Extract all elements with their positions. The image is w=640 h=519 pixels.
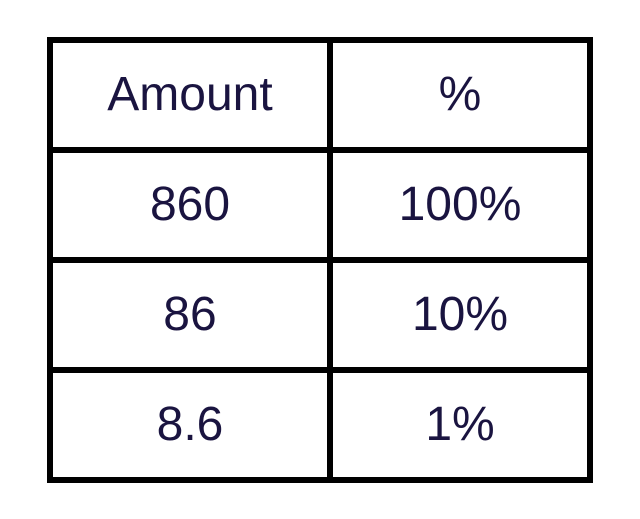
table-row: 8.6 1% [50, 370, 590, 480]
cell-amount: 8.6 [50, 370, 330, 480]
cell-amount: 860 [50, 150, 330, 260]
table-row: 86 10% [50, 260, 590, 370]
header-percent: % [330, 40, 590, 150]
header-amount: Amount [50, 40, 330, 150]
table-row: 860 100% [50, 150, 590, 260]
cell-percent: 100% [330, 150, 590, 260]
percentage-table: Amount % 860 100% 86 10% 8.6 1% [47, 37, 593, 483]
cell-percent: 1% [330, 370, 590, 480]
cell-amount: 86 [50, 260, 330, 370]
table-header-row: Amount % [50, 40, 590, 150]
percentage-table-container: Amount % 860 100% 86 10% 8.6 1% [27, 17, 613, 503]
cell-percent: 10% [330, 260, 590, 370]
